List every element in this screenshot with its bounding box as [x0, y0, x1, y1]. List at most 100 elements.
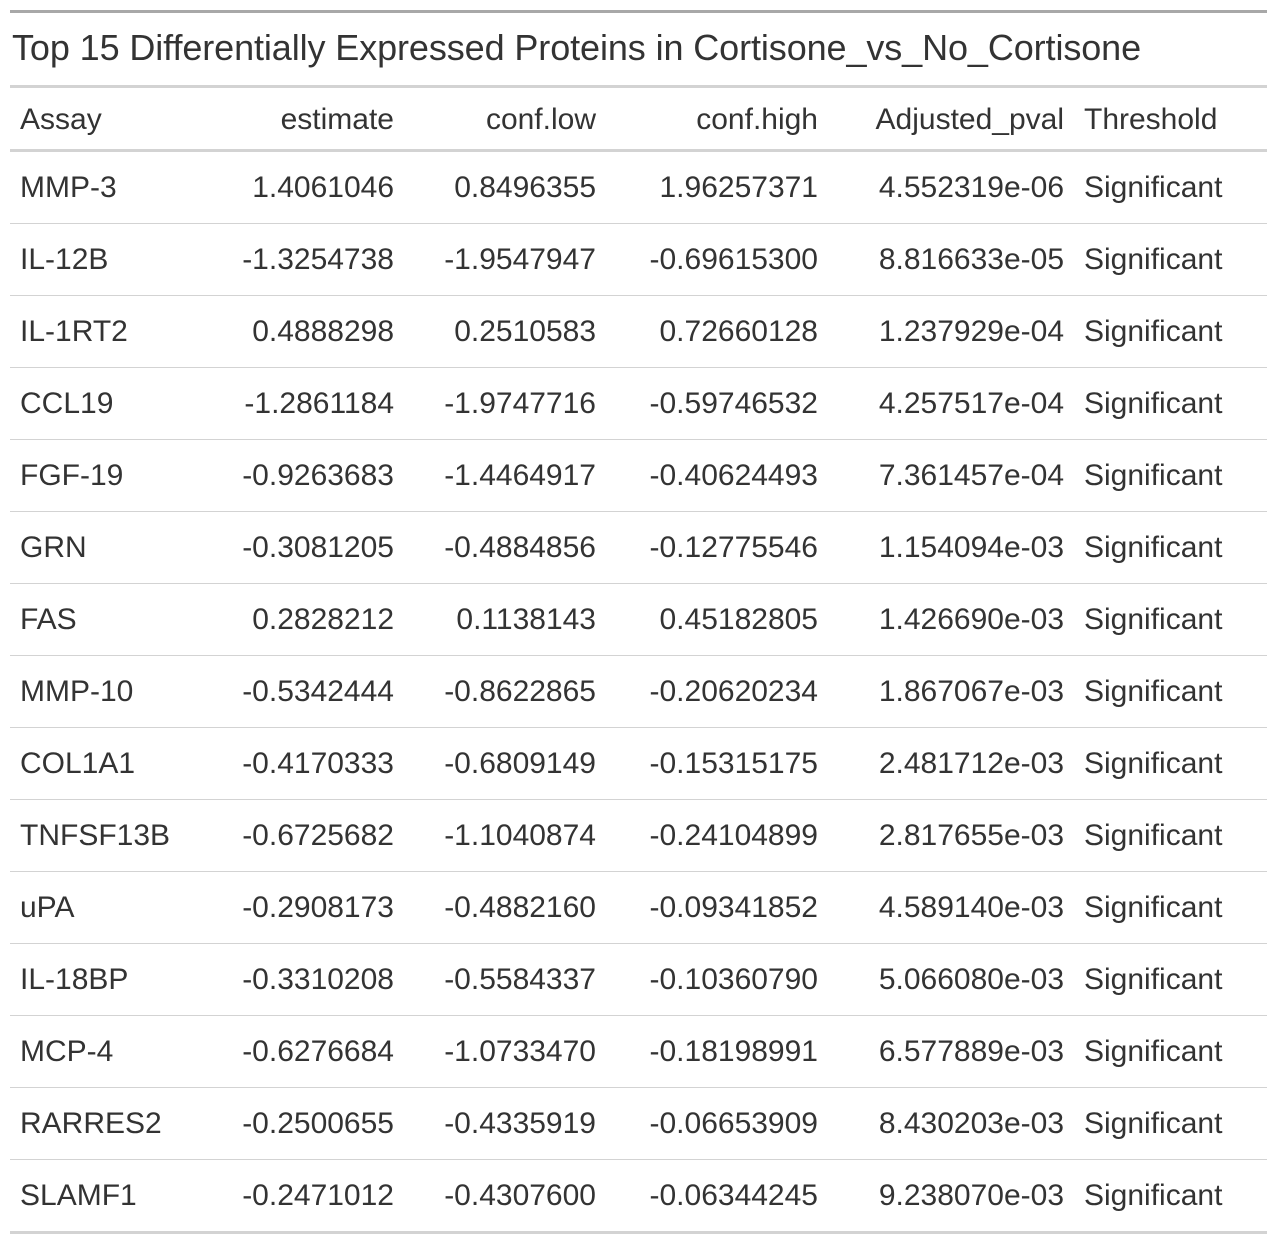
- cell-estimate: -0.3081205: [202, 511, 404, 584]
- header-adjusted-pval: Adjusted_pval: [828, 88, 1074, 152]
- table-row: GRN -0.3081205 -0.4884856 -0.12775546 1.1540…: [10, 511, 1267, 584]
- cell-estimate: 1.4061046: [202, 150, 404, 224]
- cell-conf-high: -0.59746532: [606, 367, 828, 440]
- cell-estimate: -0.2500655: [202, 1087, 404, 1160]
- header-assay: Assay: [10, 88, 202, 152]
- cell-assay: COL1A1: [10, 727, 202, 800]
- cell-adjusted-pval: 1.426690e-03: [828, 583, 1074, 656]
- table-row: IL-18BP -0.3310208 -0.5584337 -0.10360790 5.…: [10, 943, 1267, 1016]
- cell-conf-low: -0.4884856: [404, 511, 606, 584]
- cell-adjusted-pval: 9.238070e-03: [828, 1159, 1074, 1234]
- cell-assay: CCL19: [10, 367, 202, 440]
- cell-conf-high: -0.40624493: [606, 439, 828, 512]
- cell-threshold: Significant: [1074, 655, 1267, 728]
- cell-assay: MMP-3: [10, 150, 202, 224]
- top-rule: [10, 10, 1267, 13]
- cell-estimate: -1.3254738: [202, 223, 404, 296]
- cell-conf-high: 1.96257371: [606, 150, 828, 224]
- table-body: MMP-3 1.4061046 0.8496355 1.96257371 4.55231…: [10, 150, 1267, 1234]
- cell-assay: FGF-19: [10, 439, 202, 512]
- table-row: uPA -0.2908173 -0.4882160 -0.09341852 4.5891…: [10, 871, 1267, 944]
- cell-assay: MCP-4: [10, 1015, 202, 1088]
- cell-threshold: Significant: [1074, 511, 1267, 584]
- table-row: FGF-19 -0.9263683 -1.4464917 -0.40624493 7.3…: [10, 439, 1267, 512]
- cell-adjusted-pval: 5.066080e-03: [828, 943, 1074, 1016]
- cell-threshold: Significant: [1074, 1015, 1267, 1088]
- cell-conf-high: -0.20620234: [606, 655, 828, 728]
- cell-estimate: -0.3310208: [202, 943, 404, 1016]
- cell-assay: IL-18BP: [10, 943, 202, 1016]
- cell-assay: GRN: [10, 511, 202, 584]
- cell-adjusted-pval: 4.257517e-04: [828, 367, 1074, 440]
- table-row: IL-12B -1.3254738 -1.9547947 -0.69615300 8.8…: [10, 223, 1267, 296]
- table-row: MMP-10 -0.5342444 -0.8622865 -0.20620234 1.8…: [10, 655, 1267, 728]
- cell-estimate: -0.6276684: [202, 1015, 404, 1088]
- table-row: MMP-3 1.4061046 0.8496355 1.96257371 4.55231…: [10, 150, 1267, 224]
- cell-threshold: Significant: [1074, 943, 1267, 1016]
- cell-conf-low: -1.9547947: [404, 223, 606, 296]
- cell-conf-low: -1.4464917: [404, 439, 606, 512]
- cell-assay: IL-12B: [10, 223, 202, 296]
- cell-conf-high: 0.72660128: [606, 295, 828, 368]
- table-title: Top 15 Differentially Expressed Proteins…: [10, 13, 1267, 88]
- cell-conf-high: -0.18198991: [606, 1015, 828, 1088]
- cell-estimate: -0.4170333: [202, 727, 404, 800]
- cell-threshold: Significant: [1074, 871, 1267, 944]
- cell-conf-high: -0.06344245: [606, 1159, 828, 1234]
- table-row: SLAMF1 -0.2471012 -0.4307600 -0.06344245 9.2…: [10, 1159, 1267, 1234]
- cell-threshold: Significant: [1074, 1087, 1267, 1160]
- cell-threshold: Significant: [1074, 583, 1267, 656]
- cell-threshold: Significant: [1074, 799, 1267, 872]
- cell-assay: MMP-10: [10, 655, 202, 728]
- cell-estimate: -0.2908173: [202, 871, 404, 944]
- table-row: TNFSF13B -0.6725682 -1.1040874 -0.24104899 2…: [10, 799, 1267, 872]
- cell-adjusted-pval: 8.430203e-03: [828, 1087, 1074, 1160]
- cell-conf-high: -0.69615300: [606, 223, 828, 296]
- cell-conf-low: -0.4307600: [404, 1159, 606, 1234]
- cell-adjusted-pval: 1.237929e-04: [828, 295, 1074, 368]
- cell-conf-low: -0.6809149: [404, 727, 606, 800]
- cell-adjusted-pval: 8.816633e-05: [828, 223, 1074, 296]
- cell-conf-low: 0.1138143: [404, 583, 606, 656]
- cell-threshold: Significant: [1074, 727, 1267, 800]
- table-row: IL-1RT2 0.4888298 0.2510583 0.72660128 1.237…: [10, 295, 1267, 368]
- cell-threshold: Significant: [1074, 1159, 1267, 1234]
- cell-conf-low: -0.4335919: [404, 1087, 606, 1160]
- cell-conf-high: -0.15315175: [606, 727, 828, 800]
- cell-estimate: -0.5342444: [202, 655, 404, 728]
- cell-adjusted-pval: 1.867067e-03: [828, 655, 1074, 728]
- cell-assay: RARRES2: [10, 1087, 202, 1160]
- cell-estimate: -0.6725682: [202, 799, 404, 872]
- table-row: FAS 0.2828212 0.1138143 0.45182805 1.426690e…: [10, 583, 1267, 656]
- table-row: MCP-4 -0.6276684 -1.0733470 -0.18198991 6.57…: [10, 1015, 1267, 1088]
- cell-adjusted-pval: 4.552319e-06: [828, 150, 1074, 224]
- header-estimate: estimate: [202, 88, 404, 152]
- cell-conf-low: -1.9747716: [404, 367, 606, 440]
- cell-threshold: Significant: [1074, 150, 1267, 224]
- table-row: RARRES2 -0.2500655 -0.4335919 -0.06653909 8.…: [10, 1087, 1267, 1160]
- cell-assay: SLAMF1: [10, 1159, 202, 1234]
- cell-adjusted-pval: 7.361457e-04: [828, 439, 1074, 512]
- cell-estimate: -0.2471012: [202, 1159, 404, 1234]
- table-row: CCL19 -1.2861184 -1.9747716 -0.59746532 4.25…: [10, 367, 1267, 440]
- cell-adjusted-pval: 1.154094e-03: [828, 511, 1074, 584]
- cell-estimate: -1.2861184: [202, 367, 404, 440]
- cell-conf-low: -1.0733470: [404, 1015, 606, 1088]
- cell-threshold: Significant: [1074, 367, 1267, 440]
- cell-adjusted-pval: 4.589140e-03: [828, 871, 1074, 944]
- cell-conf-low: -1.1040874: [404, 799, 606, 872]
- cell-estimate: -0.9263683: [202, 439, 404, 512]
- cell-adjusted-pval: 6.577889e-03: [828, 1015, 1074, 1088]
- cell-threshold: Significant: [1074, 223, 1267, 296]
- results-table: Assay estimate conf.low conf.high Adjust…: [10, 88, 1267, 1234]
- cell-estimate: 0.4888298: [202, 295, 404, 368]
- cell-conf-high: -0.10360790: [606, 943, 828, 1016]
- cell-conf-low: 0.2510583: [404, 295, 606, 368]
- cell-threshold: Significant: [1074, 295, 1267, 368]
- cell-assay: IL-1RT2: [10, 295, 202, 368]
- header-row: Assay estimate conf.low conf.high Adjust…: [10, 88, 1267, 152]
- cell-conf-low: -0.5584337: [404, 943, 606, 1016]
- cell-conf-high: -0.09341852: [606, 871, 828, 944]
- cell-estimate: 0.2828212: [202, 583, 404, 656]
- header-conf-low: conf.low: [404, 88, 606, 152]
